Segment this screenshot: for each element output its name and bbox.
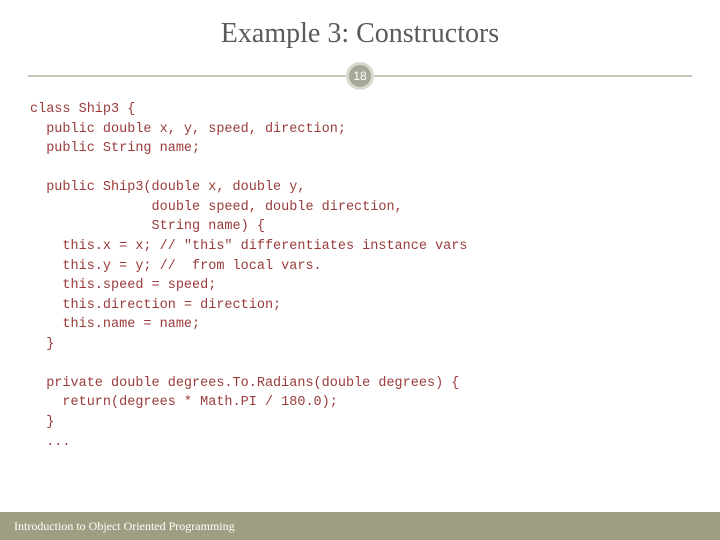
footer-text: Introduction to Object Oriented Programm… <box>14 519 235 534</box>
divider: 18 <box>28 60 692 92</box>
page-number: 18 <box>353 69 366 83</box>
slide-title: Example 3: Constructors <box>28 18 692 50</box>
page-number-badge: 18 <box>346 62 374 90</box>
slide-container: Example 3: Constructors 18 class Ship3 {… <box>0 0 720 540</box>
code-block: class Ship3 { public double x, y, speed,… <box>30 100 692 452</box>
footer-bar: Introduction to Object Oriented Programm… <box>0 512 720 540</box>
